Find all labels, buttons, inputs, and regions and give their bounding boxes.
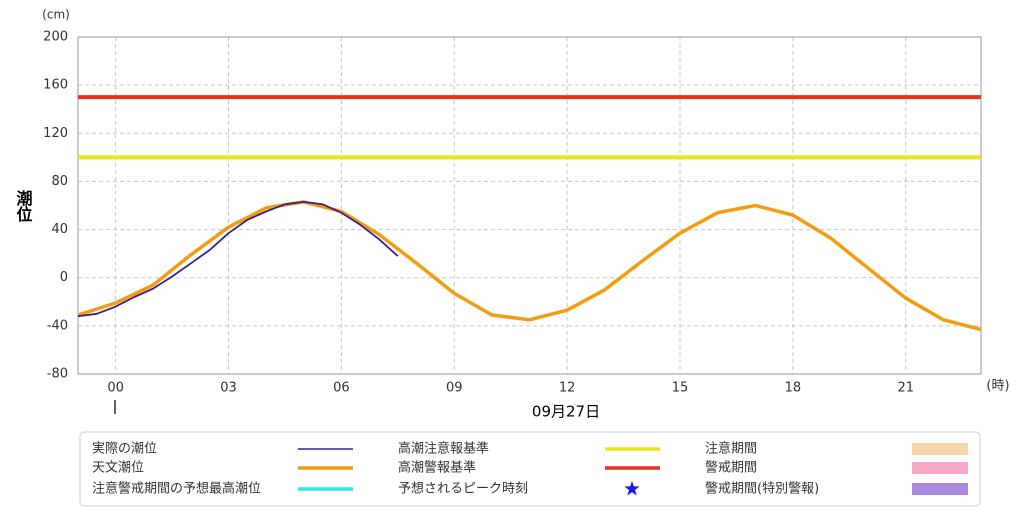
- x-tick-label: 06: [333, 381, 350, 396]
- plot-border: [77, 36, 982, 375]
- x-tick-label: 21: [897, 381, 914, 396]
- x-unit: (時): [986, 379, 1009, 394]
- legend-label: 実際の潮位: [92, 441, 157, 457]
- x-tick-label: 03: [220, 381, 237, 396]
- x-tick-label: 15: [672, 381, 689, 396]
- legend-swatch: [912, 462, 968, 474]
- x-tick-label: 18: [785, 381, 802, 396]
- legend-swatch: [912, 483, 968, 495]
- y-tick-label: -80: [47, 367, 68, 382]
- legend-label: 警戒期間: [705, 460, 757, 476]
- y-axis-label: 潮位: [14, 189, 33, 223]
- y-tick-label: -40: [47, 318, 68, 333]
- x-tick-label: 09: [446, 381, 463, 396]
- series-line: [77, 201, 399, 318]
- x-tick-label: 00: [107, 381, 124, 396]
- y-tick-label: 120: [43, 126, 68, 141]
- legend-label: 注意期間: [705, 441, 757, 457]
- legend-swatch: [624, 481, 640, 496]
- y-tick-label: 160: [43, 78, 68, 93]
- date-label: 09月27日: [532, 403, 600, 421]
- legend-label: 高潮注意報基準: [398, 441, 489, 457]
- y-tick-label: 200: [43, 30, 68, 45]
- x-tick-label: 12: [559, 381, 576, 396]
- legend-label: 予想されるピーク時刻: [398, 481, 528, 497]
- y-tick-label: 0: [60, 270, 68, 285]
- legend-label: 警戒期間(特別警報): [705, 481, 819, 497]
- legend-label: 高潮警報基準: [398, 460, 476, 476]
- y-unit: (cm): [42, 8, 70, 22]
- legend-box: [79, 431, 981, 507]
- series-line: [77, 200, 982, 332]
- y-tick-label: 80: [51, 174, 68, 189]
- legend-label: 注意警戒期間の予想最高潮位: [92, 481, 261, 497]
- y-tick-label: 40: [51, 222, 68, 237]
- legend-label: 天文潮位: [92, 461, 144, 476]
- legend-swatch: [912, 443, 968, 455]
